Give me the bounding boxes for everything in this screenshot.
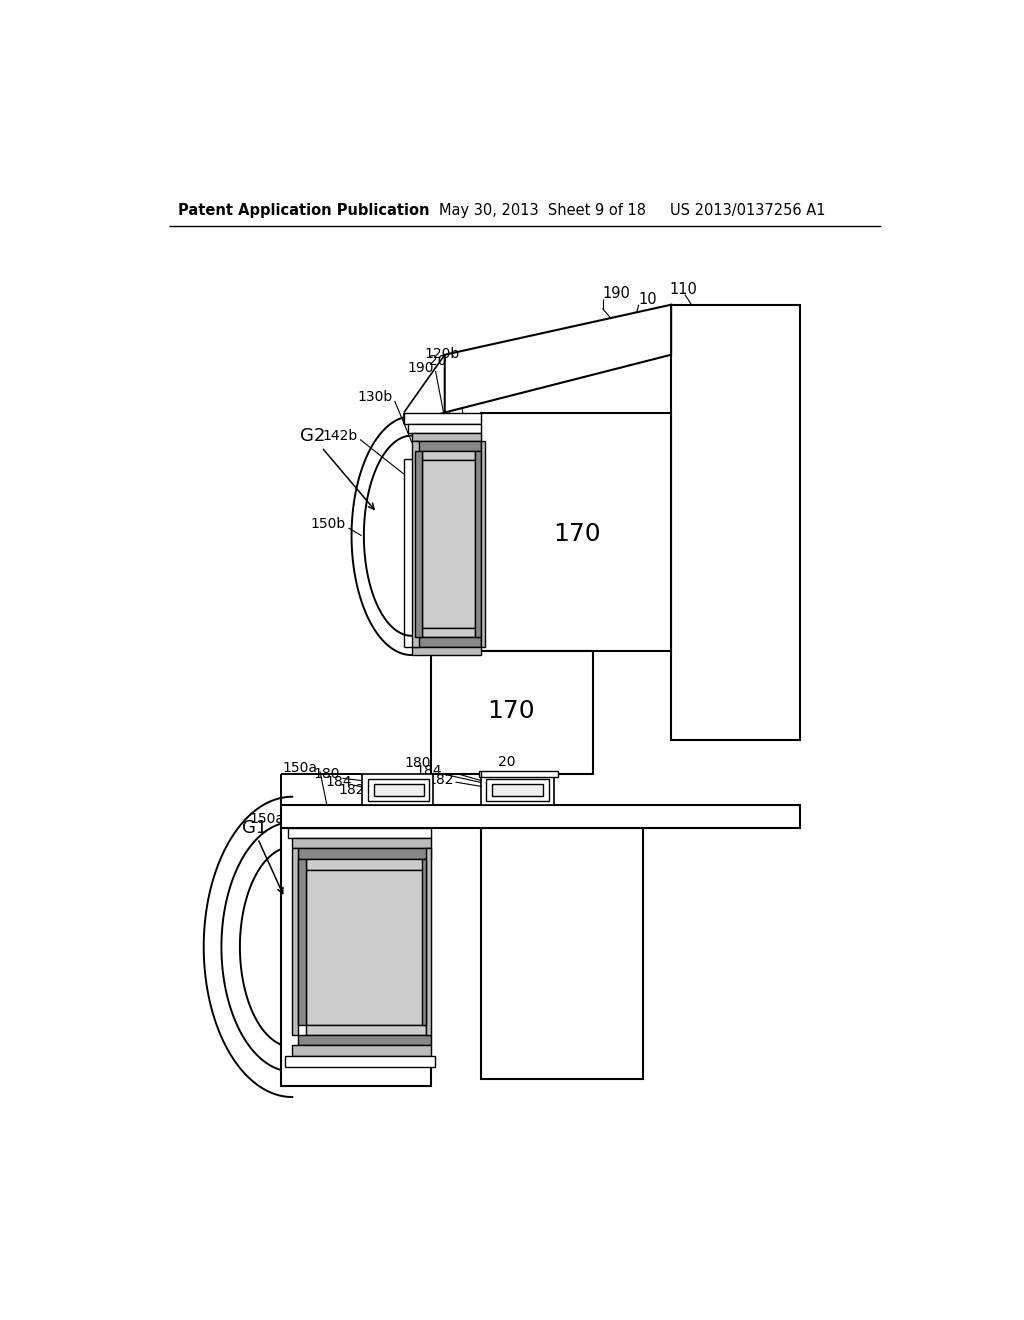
Text: 182: 182 xyxy=(339,783,366,797)
Text: 184: 184 xyxy=(416,764,442,779)
Text: 150a: 150a xyxy=(283,762,317,775)
Text: 182: 182 xyxy=(427,772,454,787)
Polygon shape xyxy=(671,305,801,739)
Polygon shape xyxy=(412,441,419,647)
Text: G1: G1 xyxy=(243,820,267,837)
Polygon shape xyxy=(412,647,481,655)
Polygon shape xyxy=(475,451,481,638)
Text: 180: 180 xyxy=(404,756,431,770)
Polygon shape xyxy=(422,628,475,638)
Polygon shape xyxy=(478,771,558,777)
Polygon shape xyxy=(408,424,481,433)
Text: 144a: 144a xyxy=(292,845,327,858)
Text: 190: 190 xyxy=(602,285,631,301)
Polygon shape xyxy=(306,870,426,1024)
Text: 20: 20 xyxy=(498,755,515,770)
Text: May 30, 2013  Sheet 9 of 18: May 30, 2013 Sheet 9 of 18 xyxy=(438,203,645,218)
Polygon shape xyxy=(281,805,801,829)
Polygon shape xyxy=(481,441,484,647)
Polygon shape xyxy=(292,1045,431,1056)
Text: 130a: 130a xyxy=(315,863,351,878)
Text: 20: 20 xyxy=(429,354,446,368)
Text: 20: 20 xyxy=(428,812,445,826)
Text: US 2013/0137256 A1: US 2013/0137256 A1 xyxy=(670,203,825,218)
Polygon shape xyxy=(298,1035,431,1045)
Text: 150b: 150b xyxy=(311,517,346,531)
Text: 170: 170 xyxy=(553,523,601,546)
Text: 190: 190 xyxy=(408,360,434,375)
Polygon shape xyxy=(422,859,426,1024)
Polygon shape xyxy=(486,779,549,800)
Polygon shape xyxy=(298,859,306,1024)
Text: 120b: 120b xyxy=(424,347,460,360)
Polygon shape xyxy=(292,849,298,1035)
Polygon shape xyxy=(306,1024,426,1035)
Polygon shape xyxy=(361,775,433,805)
Text: 170: 170 xyxy=(487,700,535,723)
Polygon shape xyxy=(306,859,426,870)
Polygon shape xyxy=(368,779,429,800)
Polygon shape xyxy=(416,638,481,647)
Polygon shape xyxy=(426,849,431,1035)
Text: 142a: 142a xyxy=(303,854,339,867)
Polygon shape xyxy=(416,441,481,451)
Text: 180: 180 xyxy=(313,767,340,781)
Polygon shape xyxy=(281,829,431,1086)
Text: Patent Application Publication: Patent Application Publication xyxy=(178,203,430,218)
Polygon shape xyxy=(289,829,431,838)
Polygon shape xyxy=(481,775,554,805)
Polygon shape xyxy=(444,305,671,412)
Text: 10: 10 xyxy=(639,292,657,306)
Text: 110: 110 xyxy=(670,281,697,297)
Text: 142b: 142b xyxy=(323,429,357,442)
Polygon shape xyxy=(285,1056,435,1067)
Polygon shape xyxy=(374,784,424,796)
Text: 20: 20 xyxy=(511,812,529,826)
Text: 20: 20 xyxy=(414,812,431,826)
Text: 184: 184 xyxy=(326,775,352,789)
Polygon shape xyxy=(431,651,593,775)
Polygon shape xyxy=(292,838,431,849)
Polygon shape xyxy=(481,829,643,1078)
Polygon shape xyxy=(422,461,475,628)
Text: FIG. 9: FIG. 9 xyxy=(694,698,783,727)
Text: G2: G2 xyxy=(300,426,326,445)
Text: 130b: 130b xyxy=(357,391,392,404)
Polygon shape xyxy=(298,849,431,859)
Text: 150a: 150a xyxy=(250,812,285,826)
Polygon shape xyxy=(403,412,481,424)
Polygon shape xyxy=(422,451,475,461)
Polygon shape xyxy=(412,433,481,441)
Polygon shape xyxy=(481,412,671,651)
Text: 120a: 120a xyxy=(329,873,364,887)
Polygon shape xyxy=(493,784,544,796)
Polygon shape xyxy=(416,451,422,638)
